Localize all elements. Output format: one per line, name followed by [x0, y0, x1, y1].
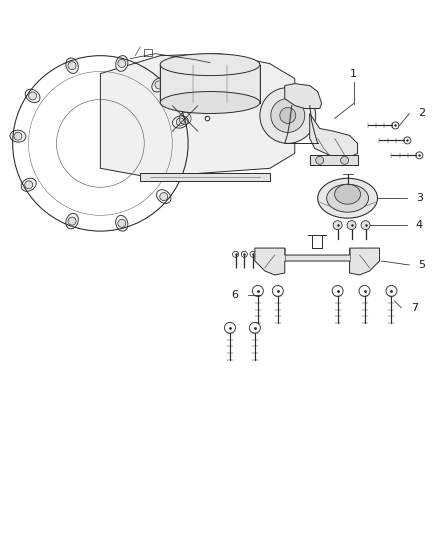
Circle shape: [361, 221, 370, 230]
Circle shape: [177, 118, 184, 126]
Circle shape: [118, 219, 126, 227]
Ellipse shape: [25, 89, 40, 103]
Circle shape: [280, 108, 296, 124]
Polygon shape: [255, 248, 379, 275]
Text: 4: 4: [416, 220, 423, 230]
Circle shape: [118, 60, 126, 68]
Ellipse shape: [327, 184, 368, 212]
Circle shape: [14, 132, 22, 140]
Text: 1: 1: [350, 69, 357, 78]
Ellipse shape: [335, 184, 360, 204]
Text: 5: 5: [418, 260, 425, 270]
Circle shape: [316, 156, 324, 164]
Polygon shape: [310, 155, 357, 165]
Text: 6: 6: [231, 290, 238, 300]
Ellipse shape: [160, 54, 260, 76]
Text: 2: 2: [418, 109, 425, 118]
Ellipse shape: [66, 58, 78, 74]
Ellipse shape: [66, 213, 78, 229]
Ellipse shape: [21, 178, 36, 191]
Ellipse shape: [116, 215, 128, 231]
Circle shape: [28, 92, 37, 100]
Circle shape: [271, 99, 305, 132]
Circle shape: [155, 81, 163, 89]
Ellipse shape: [318, 178, 378, 218]
Ellipse shape: [173, 116, 188, 128]
Circle shape: [68, 217, 76, 225]
Ellipse shape: [160, 92, 260, 114]
Circle shape: [260, 87, 316, 143]
Text: 7: 7: [411, 303, 418, 313]
Circle shape: [160, 192, 168, 200]
Circle shape: [333, 221, 342, 230]
Text: 3: 3: [416, 193, 423, 203]
Ellipse shape: [116, 55, 128, 71]
Polygon shape: [285, 84, 321, 109]
Polygon shape: [140, 173, 270, 181]
Circle shape: [68, 62, 76, 70]
Ellipse shape: [152, 78, 166, 92]
Ellipse shape: [156, 190, 171, 204]
Circle shape: [341, 156, 349, 164]
Polygon shape: [100, 54, 295, 178]
Circle shape: [347, 221, 356, 230]
Polygon shape: [310, 114, 357, 157]
Ellipse shape: [10, 130, 26, 142]
Circle shape: [25, 181, 33, 189]
